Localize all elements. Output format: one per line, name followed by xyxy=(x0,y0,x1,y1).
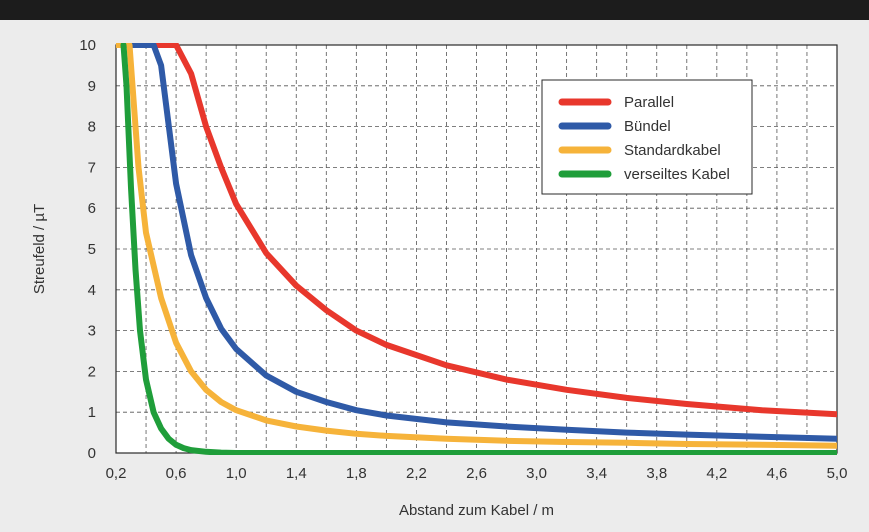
x-axis-title: Abstand zum Kabel / m xyxy=(399,502,554,519)
x-tick-label: 4,2 xyxy=(706,465,727,482)
legend: Parallel Bündel Standardkabel verseiltes Ka… xyxy=(541,79,753,195)
legend-label: Bündel xyxy=(624,118,671,135)
y-tick-label: 3 xyxy=(88,323,96,340)
x-axis-ticks: 0,2 0,6 1,0 1,4 1,8 2,2 2,6 3,0 3,4 3,8 4,2 4,6 5,0 xyxy=(106,465,848,482)
legend-label: verseiltes Kabel xyxy=(624,166,730,183)
y-tick-label: 7 xyxy=(88,159,96,176)
legend-label: Standardkabel xyxy=(624,142,721,159)
x-tick-label: 4,6 xyxy=(766,465,787,482)
legend-items: Parallel Bündel Standardkabel verseiltes Ka… xyxy=(558,94,730,183)
y-tick-label: 10 xyxy=(79,37,96,54)
y-tick-label: 0 xyxy=(88,445,96,462)
series-line-b-ndel xyxy=(126,43,837,442)
y-tick-label: 9 xyxy=(88,78,96,95)
y-axis-ticks: 0 1 2 3 4 5 6 7 8 9 10 xyxy=(79,37,96,462)
x-tick-label: 1,0 xyxy=(226,465,247,482)
y-tick-label: 2 xyxy=(88,363,96,380)
x-tick-label: 0,2 xyxy=(106,465,127,482)
x-tick-label: 5,0 xyxy=(827,465,848,482)
y-tick-label: 4 xyxy=(88,282,96,299)
series-line-standardkabel xyxy=(116,43,837,449)
x-tick-label: 0,6 xyxy=(166,465,187,482)
legend-label: Parallel xyxy=(624,94,674,111)
y-axis-title: Streufeld / µT xyxy=(31,204,48,294)
series-layer xyxy=(116,43,837,455)
y-tick-label: 8 xyxy=(88,119,96,136)
x-tick-label: 3,4 xyxy=(586,465,607,482)
x-tick-label: 1,8 xyxy=(346,465,367,482)
y-tick-label: 1 xyxy=(88,404,96,421)
y-tick-label: 5 xyxy=(88,241,96,258)
x-tick-label: 3,8 xyxy=(646,465,667,482)
x-tick-label: 3,0 xyxy=(526,465,547,482)
series-line-parallel xyxy=(155,43,837,418)
top-bar xyxy=(0,0,869,20)
y-tick-label: 6 xyxy=(88,200,96,217)
x-tick-label: 2,6 xyxy=(466,465,487,482)
series-line-verseiltes-kabel xyxy=(120,43,837,455)
x-tick-label: 1,4 xyxy=(286,465,307,482)
x-tick-label: 2,2 xyxy=(406,465,427,482)
